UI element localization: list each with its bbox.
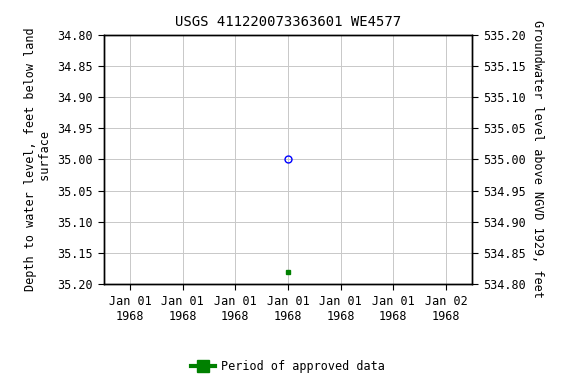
Legend: Period of approved data: Period of approved data <box>187 356 389 378</box>
Y-axis label: Depth to water level, feet below land
 surface: Depth to water level, feet below land su… <box>24 28 52 291</box>
Title: USGS 411220073363601 WE4577: USGS 411220073363601 WE4577 <box>175 15 401 29</box>
Y-axis label: Groundwater level above NGVD 1929, feet: Groundwater level above NGVD 1929, feet <box>531 20 544 298</box>
